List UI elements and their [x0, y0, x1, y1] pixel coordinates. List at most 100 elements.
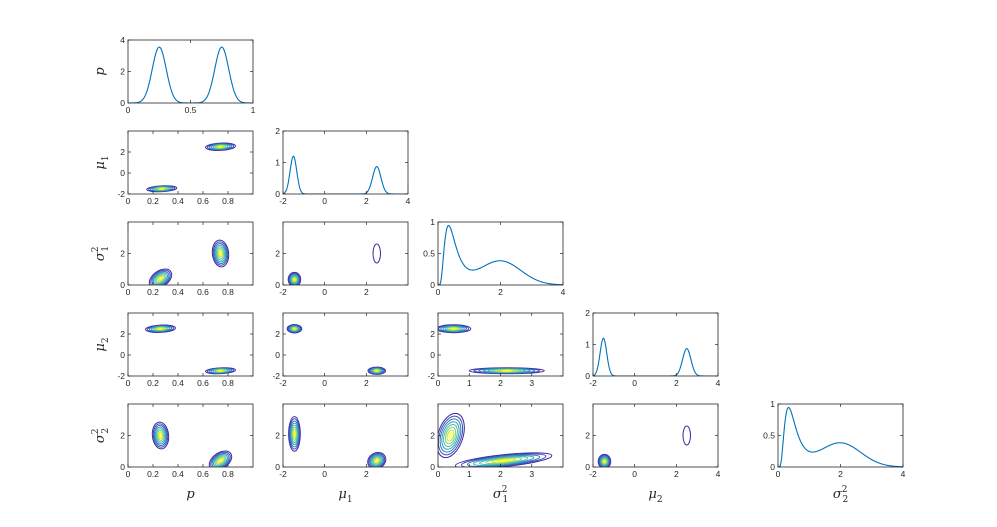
y-tick-label: 0 — [275, 189, 280, 199]
y-tick-label: 0 — [120, 350, 125, 360]
density-curve-mu1 — [283, 155, 408, 194]
contour-mode-1-level-0 — [682, 425, 691, 446]
x-tick-label: 0 — [436, 378, 441, 388]
contour-mode-0-level-4 — [600, 457, 609, 466]
axes-frame — [127, 312, 254, 377]
contour-mode-1-level-3 — [473, 455, 535, 467]
plot-area — [438, 224, 563, 285]
x-tick-label: 1 — [467, 378, 472, 388]
x-tick-label: 0 — [436, 469, 441, 479]
x-tick-label: 0 — [776, 469, 781, 479]
contour-mode-1-level-1 — [212, 241, 229, 266]
x-tick-label: 4 — [406, 196, 411, 206]
x-tick-label: 2 — [498, 287, 503, 297]
x-tick-label: 0 — [126, 105, 131, 115]
y-axis-label-sigma2sq: σ22 — [91, 428, 111, 443]
x-tick-label: 0 — [322, 469, 327, 479]
x-tick-label: 3 — [529, 469, 534, 479]
x-tick-label: 0 — [126, 378, 131, 388]
contour-mode-0-level-7 — [158, 327, 163, 330]
axes-frame — [437, 312, 564, 377]
contour-mode-1-level-6 — [373, 458, 380, 464]
plot-area — [151, 421, 233, 467]
y-tick-label: 0 — [275, 462, 280, 472]
contour-mode-1-level-7 — [218, 458, 223, 463]
contour-mode-0-level-3 — [290, 274, 299, 285]
axes-frame — [282, 403, 409, 468]
x-tick-label: 1 — [251, 105, 256, 115]
y-tick-label: 0.5 — [423, 249, 435, 259]
contour-mode-0-level-0 — [597, 453, 612, 467]
x-tick-label: 3 — [529, 378, 534, 388]
contour-mode-1-level-4 — [214, 455, 227, 467]
contour-mode-0-level-3 — [153, 272, 168, 285]
x-tick-label: 0 — [322, 287, 327, 297]
contour-mode-0-level-3 — [600, 456, 609, 467]
contour-mode-0-level-7 — [293, 431, 296, 437]
contour-mode-1-level-7 — [218, 251, 223, 256]
plot-area — [145, 324, 236, 375]
y-tick-label: 2 — [585, 431, 590, 441]
contour-mode-1-level-5 — [216, 247, 225, 260]
x-tick-label: 0 — [322, 196, 327, 206]
contour-mode-1-level-2 — [369, 453, 385, 467]
y-tick-label: 2 — [120, 249, 125, 259]
contour-mode-1-level-6 — [491, 458, 517, 464]
y-tick-label: 2 — [275, 126, 280, 136]
contour-mode-1-level-6 — [217, 249, 224, 258]
contour-mode-1-level-4 — [479, 456, 529, 466]
plot-area — [438, 324, 545, 375]
axes-frame — [592, 403, 719, 468]
x-tick-label: 0.5 — [185, 105, 197, 115]
plot-area — [146, 142, 236, 193]
x-tick-label: 1 — [467, 469, 472, 479]
contour-mode-0-level-6 — [157, 431, 164, 440]
contour-mode-1-level-1 — [460, 453, 547, 467]
x-tick-label: 2 — [838, 469, 843, 479]
axes-frame — [282, 312, 409, 377]
plot-area — [286, 324, 386, 375]
y-tick-label: 0 — [275, 350, 280, 360]
contour-mode-0-level-4 — [154, 273, 167, 285]
plot-area — [593, 337, 718, 376]
contour-mode-0-level-4 — [443, 423, 458, 448]
x-tick-label: 0.4 — [172, 378, 184, 388]
x-tick-label: 0.2 — [147, 287, 159, 297]
y-tick-label: 1 — [585, 340, 590, 350]
y-axis-label-p: p — [93, 67, 108, 76]
x-tick-label: 0 — [632, 378, 637, 388]
y-tick-label: 0 — [770, 462, 775, 472]
y-tick-label: 0 — [585, 371, 590, 381]
contour-mode-0-level-5 — [601, 458, 608, 465]
x-tick-label: 2 — [498, 378, 503, 388]
panel-4-2: 0 1 2 3 0 2 σ2 1 — [430, 403, 564, 505]
y-tick-label: 0 — [430, 280, 435, 290]
x-tick-label: 0 — [126, 469, 131, 479]
axes-frame — [127, 403, 254, 468]
x-tick-label: 0 — [632, 469, 637, 479]
plot-area — [128, 46, 253, 103]
contour-mode-0-level-5 — [155, 274, 166, 283]
axes-frame — [127, 39, 254, 104]
y-tick-label: 0 — [585, 462, 590, 472]
contour-mode-0-level-1 — [287, 324, 302, 333]
x-tick-label: 0.6 — [197, 287, 209, 297]
y-tick-label: 2 — [585, 308, 590, 318]
contour-mode-0-level-1 — [438, 415, 464, 456]
x-tick-label: 0.2 — [147, 196, 159, 206]
x-tick-label: 0.2 — [147, 469, 159, 479]
contour-mode-0-level-0 — [148, 268, 173, 285]
y-tick-label: 0.5 — [763, 431, 775, 441]
contour-mode-0-level-6 — [292, 277, 297, 282]
contour-mode-0-level-0 — [151, 421, 170, 450]
x-tick-label: 4 — [561, 287, 566, 297]
contour-mode-1-level-0 — [211, 239, 230, 268]
x-tick-label: 2 — [364, 196, 369, 206]
y-tick-label: 2 — [430, 431, 435, 441]
y-tick-label: 0 — [120, 280, 125, 290]
x-tick-label: 0.8 — [222, 378, 234, 388]
x-tick-label: 0.6 — [197, 378, 209, 388]
contour-mode-0-level-6 — [602, 459, 607, 464]
contour-mode-1-level-5 — [372, 457, 381, 465]
